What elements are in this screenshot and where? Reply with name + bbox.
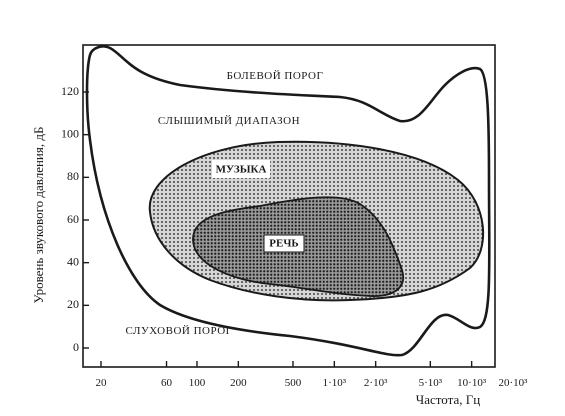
audible-range-boundary — [85, 45, 491, 357]
y-tick-label: 80 — [67, 169, 79, 183]
y-tick-label: 100 — [61, 126, 79, 140]
y-tick-label: 120 — [61, 84, 79, 98]
x-tick-label: 1·10³ — [323, 377, 347, 389]
x-axis-title: Частота, Гц — [416, 392, 480, 407]
x-tick-label: 2·10³ — [364, 377, 388, 389]
plot-frame — [82, 44, 496, 368]
hearing-threshold-label: СЛУХОВОЙ ПОРОГ — [125, 325, 232, 337]
y-tick-label: 60 — [67, 212, 79, 226]
x-tick-label: 60 — [161, 377, 173, 389]
music-label-box — [212, 160, 270, 178]
music-label: МУЗЫКА — [216, 164, 267, 176]
x-tick-label: 200 — [230, 377, 247, 389]
x-tick-label: 5·10³ — [419, 377, 443, 389]
x-axis-ticks: 20 60 100 200 500 1·10³ 2·10³ 5·10³ 10·10³ 20·10³ — [96, 361, 529, 389]
y-tick-label: 0 — [73, 340, 79, 354]
y-tick-label: 40 — [67, 254, 79, 268]
x-tick-label: 100 — [189, 377, 206, 389]
speech-label: РЕЧЬ — [269, 238, 298, 250]
pain-threshold-label: БОЛЕВОЙ ПОРОГ — [227, 70, 324, 82]
x-tick-label: 20·10³ — [499, 377, 529, 389]
y-tick-label: 20 — [67, 297, 79, 311]
speech-label-box — [263, 234, 305, 253]
x-tick-label: 10·10³ — [457, 377, 487, 389]
audible-range-label: СЛЫШИМЫЙ ДИАПАЗОН — [158, 115, 300, 127]
y-axis-ticks: 0 20 40 60 80 100 120 — [61, 84, 89, 354]
x-tick-label: 20 — [96, 377, 108, 389]
y-axis-title: Уровень звукового давления, дБ — [31, 127, 46, 304]
x-tick-label: 500 — [285, 377, 302, 389]
